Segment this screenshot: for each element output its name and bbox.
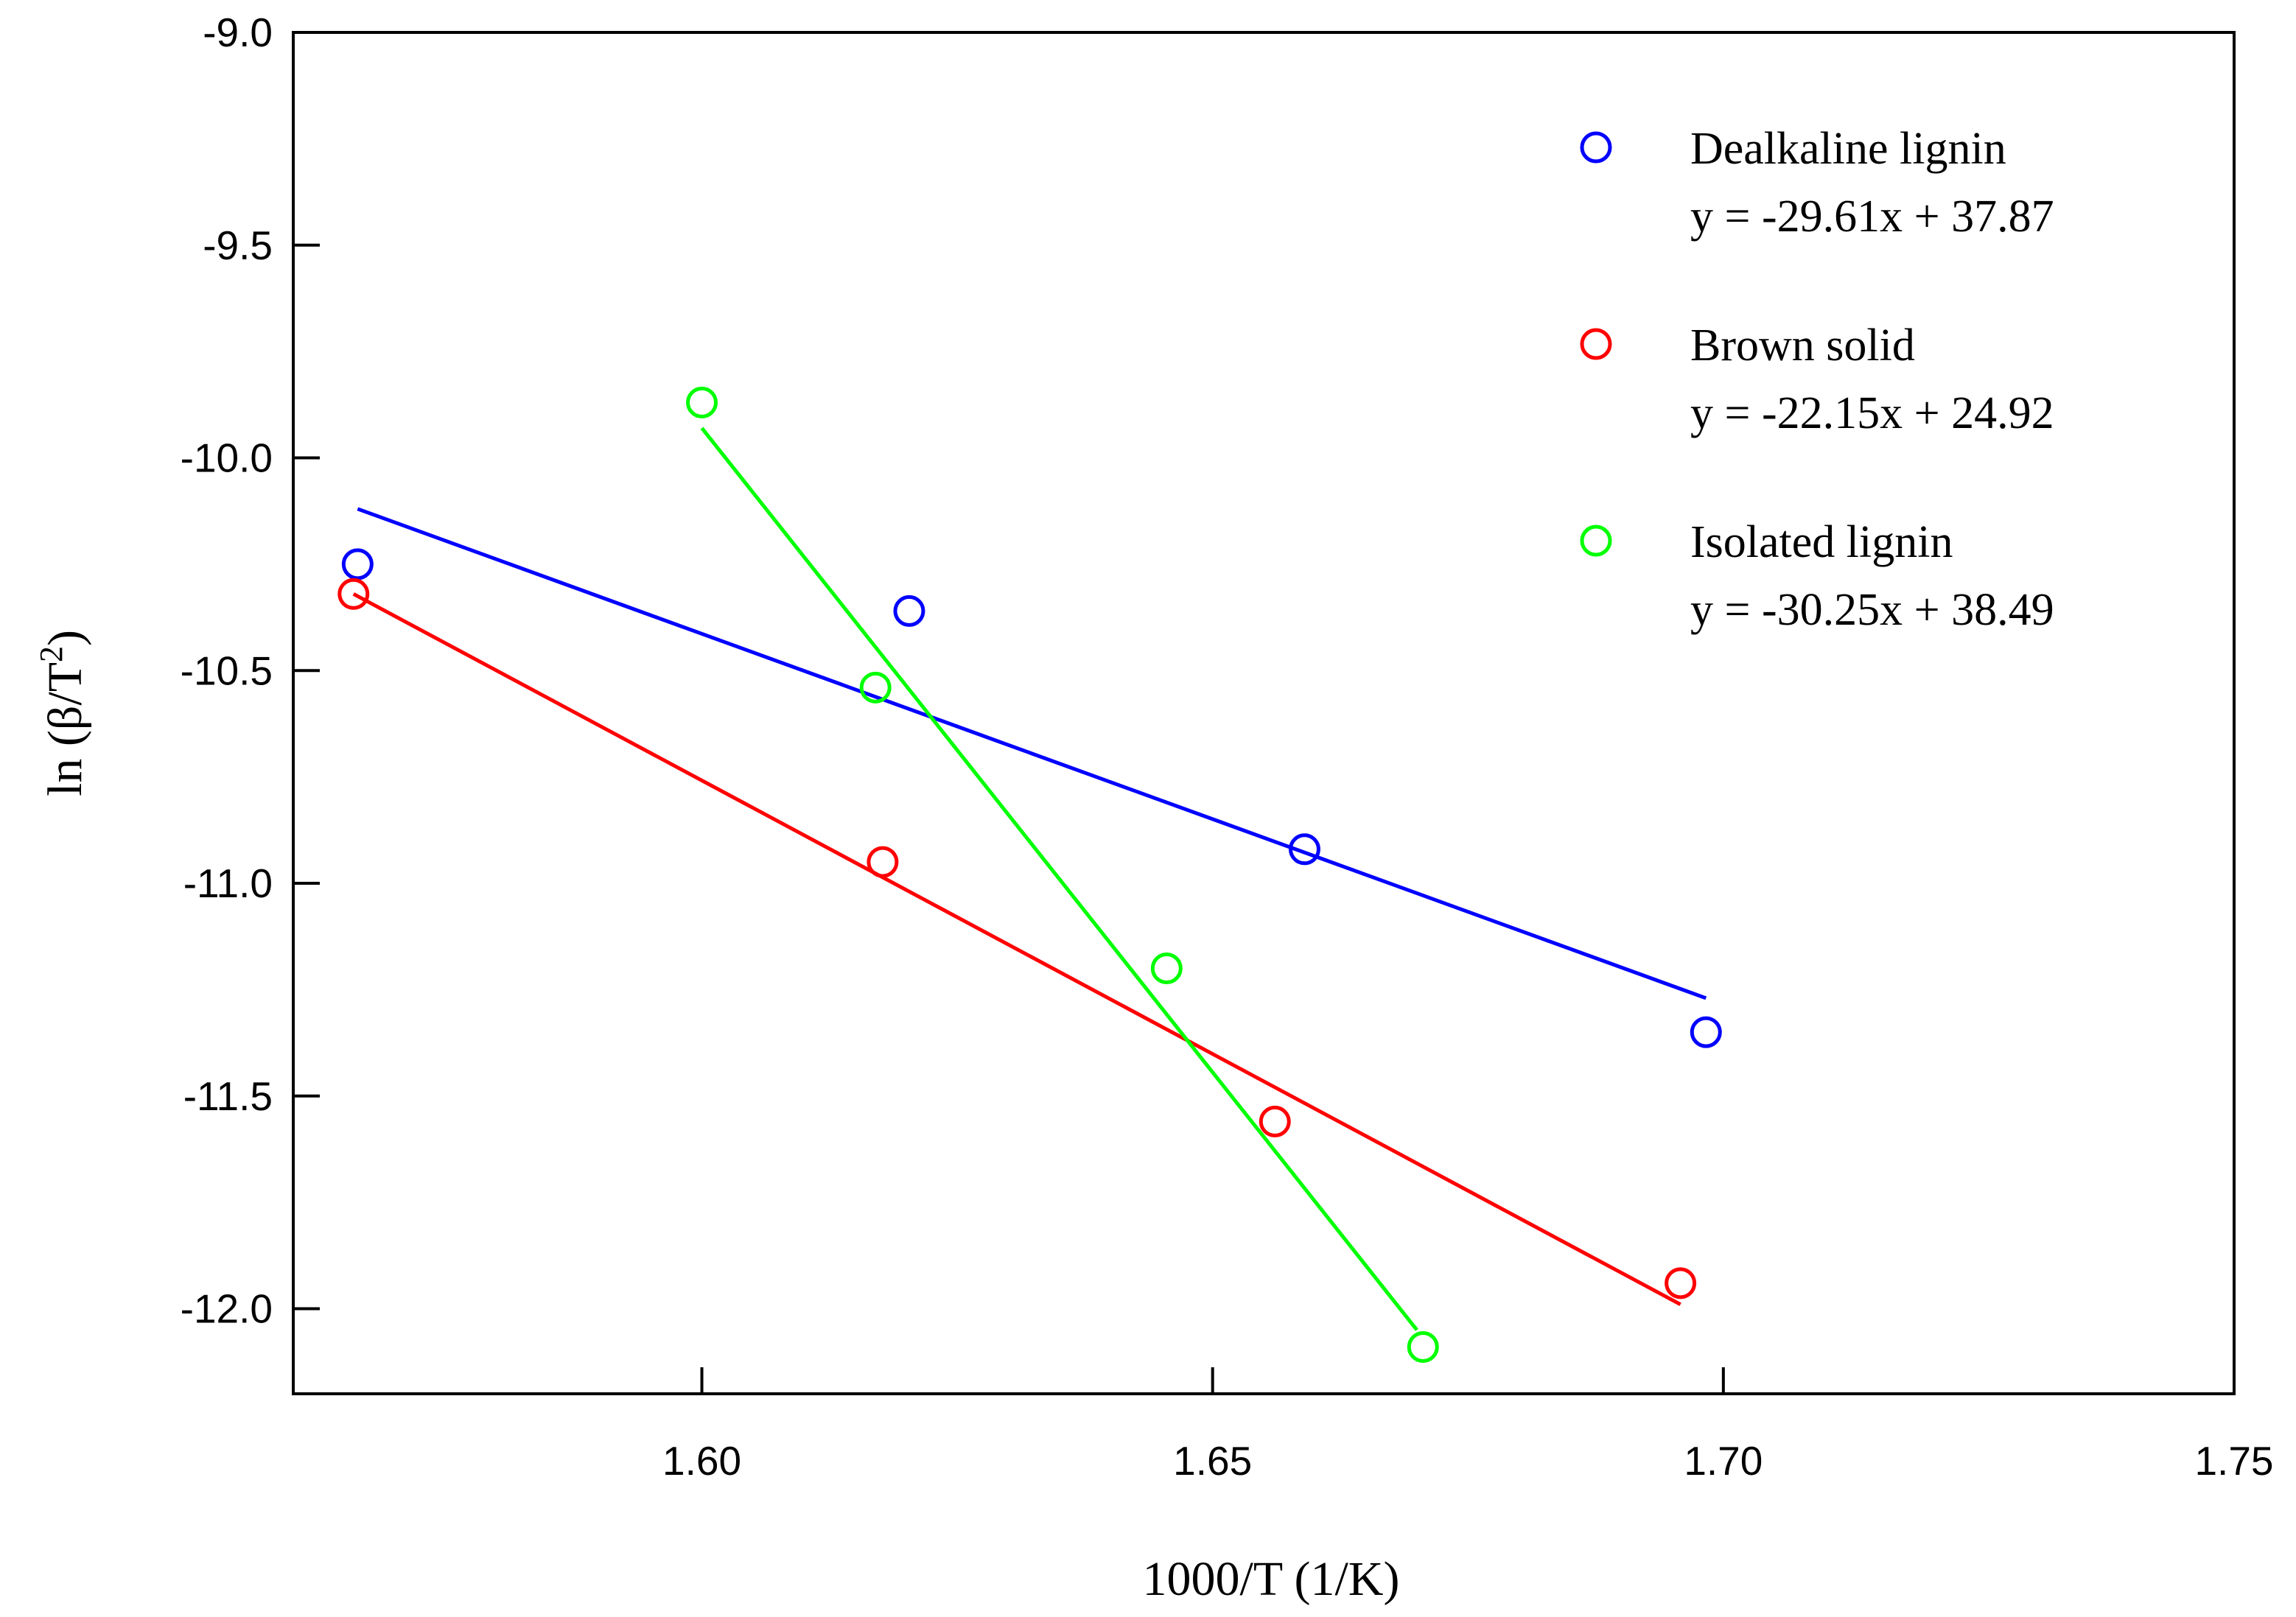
- legend: Dealkaline lignin y = -29.61x + 37.87 Brow…: [1580, 124, 2054, 635]
- dealkaline-lignin-fit-line: [357, 507, 1707, 1000]
- dealkaline-lignin-point: [893, 594, 925, 627]
- isolated-lignin-legend-equation: y = -30.25x + 38.49: [1690, 585, 2054, 635]
- fit-lines: [352, 427, 1707, 1331]
- isolated-lignin-point: [1407, 1330, 1439, 1363]
- isolated-lignin-legend-marker: [1580, 525, 1612, 557]
- brown-solid-legend-marker: [1580, 328, 1612, 360]
- isolated-lignin-fit-line: [700, 427, 1418, 1331]
- y-tick-label: -10.0: [181, 435, 273, 481]
- y-tick-label: -9.0: [203, 10, 273, 55]
- brown-solid-point: [337, 578, 370, 610]
- brown-solid-legend-label: Brown solid: [1690, 320, 1915, 371]
- dealkaline-lignin-legend-equation: y = -29.61x + 37.87: [1690, 192, 2054, 242]
- brown-solid-point: [1259, 1105, 1291, 1137]
- y-axis-title-close: ): [38, 630, 92, 646]
- dealkaline-lignin-point: [1690, 1016, 1722, 1048]
- y-tick-label: -11.5: [183, 1073, 273, 1119]
- x-tick-label: 1.70: [1684, 1438, 1763, 1484]
- y-axis-title: ln (β/T2): [33, 630, 92, 796]
- x-tick-label: 1.65: [1173, 1438, 1252, 1484]
- dealkaline-lignin-legend-label: Dealkaline lignin: [1690, 124, 2006, 174]
- y-axis-title-main: ln (β/T: [38, 662, 92, 796]
- y-tick-label: -10.5: [181, 648, 273, 693]
- isolated-lignin-point: [686, 386, 718, 418]
- dealkaline-lignin-legend-marker: [1580, 131, 1612, 164]
- plot-frame: [292, 31, 2236, 1395]
- data-points: [337, 386, 1722, 1363]
- x-axis-title: 1000/T (1/K): [1143, 1552, 1400, 1606]
- y-tick-label: -9.5: [203, 222, 273, 268]
- x-tick-label: 1.75: [2194, 1438, 2273, 1484]
- brown-solid-legend-equation: y = -22.15x + 24.92: [1690, 388, 2054, 438]
- brown-solid-fit-line: [352, 592, 1681, 1306]
- isolated-lignin-legend-label: Isolated lignin: [1690, 517, 1953, 567]
- isolated-lignin-point: [859, 671, 892, 704]
- y-tick-label: -12.0: [181, 1286, 273, 1332]
- dealkaline-lignin-point: [1288, 833, 1320, 866]
- axis-ticks: 1.60 1.65 1.70 1.75 -9.0 -9.5 -10.0 -10.5 -11.0 -…: [181, 10, 2274, 1484]
- y-axis-title-sup: 2: [33, 646, 69, 662]
- brown-solid-point: [867, 846, 899, 878]
- dealkaline-lignin-point: [341, 548, 374, 580]
- x-tick-label: 1.60: [662, 1438, 741, 1484]
- isolated-lignin-point: [1150, 953, 1183, 984]
- y-tick-label: -11.0: [183, 860, 273, 906]
- brown-solid-point: [1665, 1267, 1697, 1299]
